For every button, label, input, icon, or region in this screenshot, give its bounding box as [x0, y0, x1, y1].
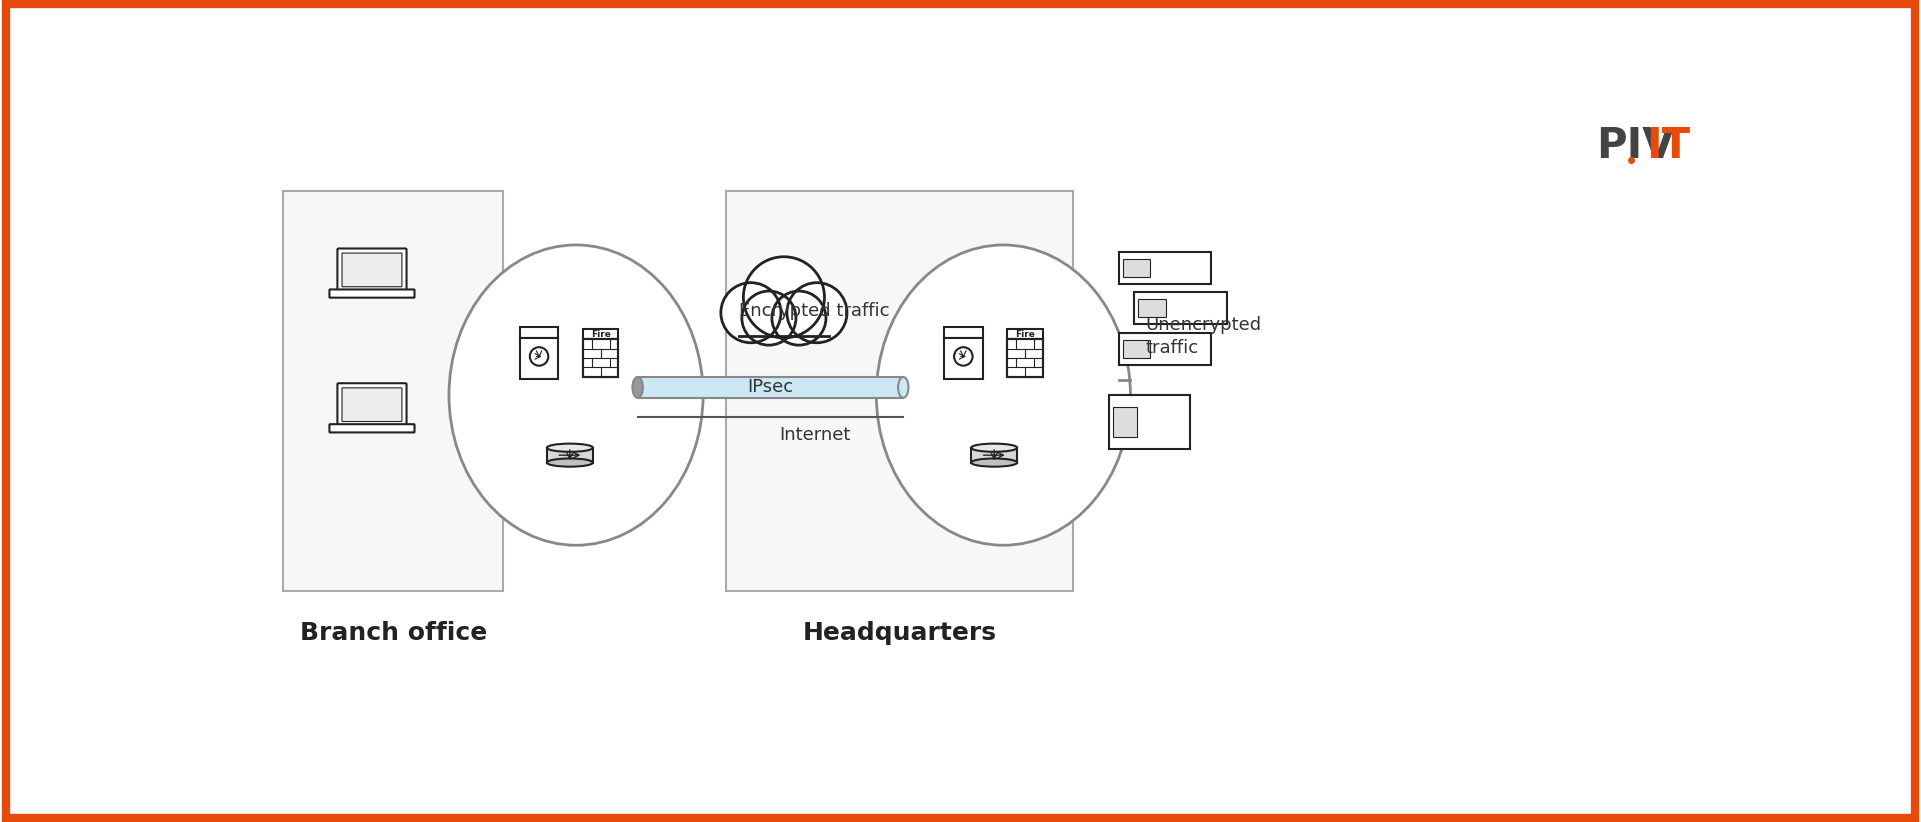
FancyBboxPatch shape: [1133, 292, 1228, 324]
Circle shape: [720, 283, 782, 343]
FancyBboxPatch shape: [1122, 259, 1151, 277]
Text: IPsec: IPsec: [747, 378, 793, 396]
Text: Fire: Fire: [592, 330, 611, 339]
FancyBboxPatch shape: [1108, 395, 1191, 449]
FancyBboxPatch shape: [943, 338, 982, 379]
Text: Headquarters: Headquarters: [803, 621, 997, 644]
Text: IT: IT: [1646, 126, 1690, 168]
FancyBboxPatch shape: [638, 377, 903, 398]
FancyBboxPatch shape: [338, 248, 407, 291]
FancyBboxPatch shape: [943, 327, 982, 338]
Ellipse shape: [972, 444, 1016, 452]
Ellipse shape: [547, 459, 594, 467]
Ellipse shape: [450, 245, 703, 545]
Text: Encrypted traffic: Encrypted traffic: [740, 302, 889, 321]
Ellipse shape: [972, 459, 1016, 467]
FancyBboxPatch shape: [521, 327, 559, 338]
FancyBboxPatch shape: [972, 448, 1016, 463]
Text: Internet: Internet: [780, 426, 851, 444]
FancyBboxPatch shape: [1122, 340, 1151, 358]
FancyBboxPatch shape: [342, 253, 401, 287]
Circle shape: [530, 347, 547, 366]
Ellipse shape: [632, 377, 644, 398]
FancyBboxPatch shape: [1112, 407, 1137, 436]
FancyBboxPatch shape: [740, 312, 830, 336]
Ellipse shape: [899, 377, 909, 398]
FancyBboxPatch shape: [328, 424, 415, 432]
FancyBboxPatch shape: [547, 448, 594, 463]
FancyBboxPatch shape: [1007, 339, 1043, 376]
Circle shape: [772, 291, 826, 345]
Circle shape: [788, 283, 847, 343]
FancyBboxPatch shape: [284, 191, 503, 592]
FancyBboxPatch shape: [342, 388, 401, 422]
FancyBboxPatch shape: [338, 383, 407, 426]
FancyBboxPatch shape: [1137, 299, 1166, 317]
Ellipse shape: [876, 245, 1130, 545]
FancyBboxPatch shape: [1118, 252, 1212, 284]
FancyBboxPatch shape: [582, 339, 619, 376]
Text: Fire: Fire: [1014, 330, 1035, 339]
Ellipse shape: [547, 444, 594, 452]
Text: Branch office: Branch office: [300, 621, 486, 644]
FancyBboxPatch shape: [582, 329, 619, 339]
FancyBboxPatch shape: [521, 338, 559, 379]
Circle shape: [955, 347, 972, 366]
FancyBboxPatch shape: [328, 289, 415, 298]
FancyBboxPatch shape: [1007, 329, 1043, 339]
Circle shape: [743, 256, 824, 338]
Text: Unencrypted
traffic: Unencrypted traffic: [1145, 316, 1262, 357]
Text: PIV: PIV: [1596, 126, 1675, 168]
FancyBboxPatch shape: [726, 191, 1072, 592]
Circle shape: [742, 291, 795, 345]
FancyBboxPatch shape: [1118, 333, 1212, 365]
